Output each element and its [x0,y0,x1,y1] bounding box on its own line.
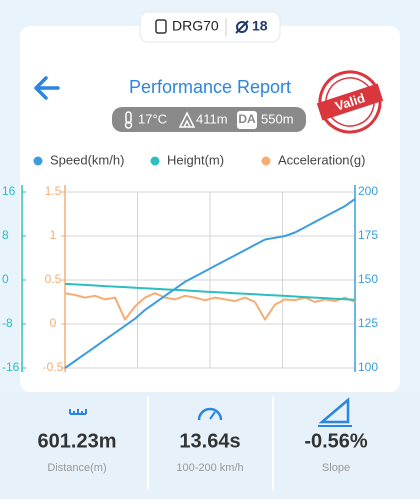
chart: Speed(km/h) Height(m) Acceleration(g) 16 8 0 -… [2,152,378,374]
distance-icon [69,409,87,415]
height-tick-label: 8 [2,228,9,242]
thermometer-icon [124,111,133,129]
device-pill [139,11,281,43]
da-badge-text: DA [238,112,256,126]
height-tick-label: 0 [2,272,9,286]
altitude: 411m [196,111,228,126]
series-line [64,282,356,301]
series-line [64,292,356,321]
conditions-pill [112,107,306,132]
acceleration-tick-label: 1.5 [45,184,62,198]
legend-label: Height(m) [167,152,224,167]
speed-tick-label: 200 [358,184,378,198]
valid-stamp: Valid [316,70,384,134]
stat-value: 13.64s [179,430,240,452]
height-tick-label: 16 [2,184,16,198]
title: Performance Report [129,77,291,97]
legend-swatch [150,156,160,166]
acceleration-tick-label: 0.5 [45,272,62,286]
height-tick-label: -8 [2,316,13,330]
stat-value: 601.23m [38,430,117,452]
temperature: 17°C [138,111,167,126]
da-badge [237,111,257,129]
satellite-count: 18 [252,18,268,34]
stat-value: -0.56% [304,430,368,452]
phone-icon [155,19,167,34]
acceleration-tick-label: -0.5 [43,360,64,374]
device-name: DRG70 [172,18,219,34]
stat-label: 100-200 km/h [176,462,243,474]
height-tick-label: -16 [2,360,20,374]
series-line [64,198,356,369]
timer-icon [197,407,223,421]
legend-label: Acceleration(g) [278,152,365,167]
altitude-icon [178,111,196,128]
legend-swatch [261,156,271,166]
legend-swatch [33,156,43,166]
stat-label: Distance(m) [47,462,106,474]
legend-label: Speed(km/h) [50,152,124,167]
speed-tick-label: 100 [358,360,378,374]
slope-icon [318,397,352,427]
back-button[interactable] [34,76,60,100]
density-altitude: 550m [261,111,294,126]
speed-tick-label: 175 [358,228,378,242]
acceleration-tick-label: 1 [50,228,57,242]
stat-label: Slope [322,462,350,474]
speed-tick-label: 150 [358,272,378,286]
satellite-icon [235,20,249,34]
acceleration-tick-label: 0 [50,316,57,330]
speed-tick-label: 125 [358,316,378,330]
